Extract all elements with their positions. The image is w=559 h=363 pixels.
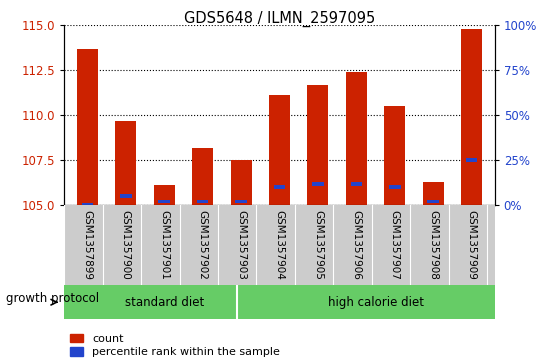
Text: GSM1357899: GSM1357899 (82, 210, 92, 280)
Bar (461, 29, 482, 205)
Bar (197, 200, 209, 204)
Bar (312, 182, 324, 185)
Bar (307, 85, 329, 205)
Bar (346, 72, 367, 205)
Text: standard diet: standard diet (125, 296, 204, 309)
Bar (154, 185, 175, 205)
Bar (77, 49, 98, 205)
Bar (350, 182, 362, 185)
Bar (466, 158, 477, 162)
Text: GSM1357901: GSM1357901 (159, 210, 169, 280)
Text: GSM1357902: GSM1357902 (198, 210, 207, 280)
Text: GSM1357903: GSM1357903 (236, 210, 246, 280)
Bar (82, 203, 93, 207)
Bar (269, 95, 290, 205)
Bar (230, 160, 252, 205)
Bar (115, 121, 136, 205)
Bar (158, 200, 170, 204)
Text: GSM1357904: GSM1357904 (274, 210, 285, 280)
Bar (423, 182, 444, 205)
Text: GSM1357909: GSM1357909 (467, 210, 477, 280)
Text: GDS5648 / ILMN_2597095: GDS5648 / ILMN_2597095 (184, 11, 375, 27)
Bar (274, 185, 285, 189)
Bar (384, 106, 405, 205)
Text: growth protocol: growth protocol (6, 292, 99, 305)
Text: GSM1357905: GSM1357905 (313, 210, 323, 280)
Bar (389, 185, 401, 189)
Bar (120, 194, 131, 198)
Text: GSM1357907: GSM1357907 (390, 210, 400, 280)
Text: high calorie diet: high calorie diet (328, 296, 424, 309)
Bar (235, 200, 247, 204)
Bar (192, 148, 213, 205)
Text: GSM1357900: GSM1357900 (121, 210, 131, 280)
Text: GSM1357908: GSM1357908 (428, 210, 438, 280)
Text: GSM1357906: GSM1357906 (352, 210, 361, 280)
Bar (428, 200, 439, 204)
Legend: count, percentile rank within the sample: count, percentile rank within the sample (70, 334, 280, 358)
